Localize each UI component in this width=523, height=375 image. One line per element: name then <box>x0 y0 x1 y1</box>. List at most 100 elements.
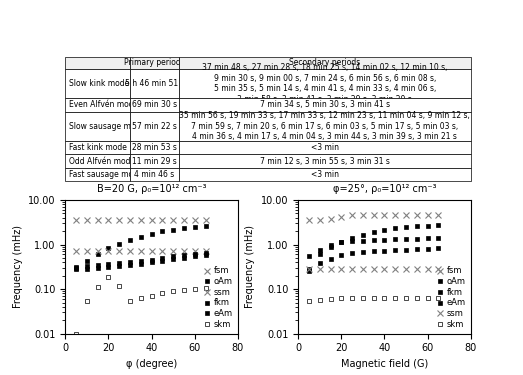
eAm <box>84 266 90 271</box>
oAm <box>160 229 166 233</box>
skm <box>435 296 441 300</box>
fkm <box>95 263 101 268</box>
eAm <box>138 261 144 266</box>
Line: fkm: fkm <box>307 236 440 258</box>
oAm <box>149 231 155 236</box>
oAm <box>425 224 431 228</box>
skm <box>414 296 420 300</box>
skm <box>138 296 144 300</box>
skm <box>370 296 377 300</box>
eAm <box>149 260 155 264</box>
ssm <box>381 266 388 271</box>
fkm <box>191 252 198 256</box>
skm <box>149 293 155 298</box>
fsm <box>338 214 345 219</box>
fkm <box>414 237 420 241</box>
Line: ssm: ssm <box>306 266 441 272</box>
fkm <box>316 248 323 252</box>
oAm <box>73 266 79 270</box>
skm <box>403 296 409 300</box>
oAm <box>349 236 355 240</box>
fsm <box>370 213 377 217</box>
fkm <box>181 253 187 257</box>
oAm <box>381 228 388 232</box>
skm <box>170 289 176 293</box>
fsm <box>191 218 198 222</box>
fkm <box>84 264 90 268</box>
Line: skm: skm <box>74 274 208 336</box>
oAm <box>306 269 312 274</box>
ssm <box>138 249 144 253</box>
ssm <box>349 266 355 271</box>
fkm <box>73 264 79 269</box>
ssm <box>392 266 399 271</box>
skm <box>425 296 431 300</box>
Line: ssm: ssm <box>73 248 208 254</box>
skm <box>360 296 366 300</box>
fsm <box>381 213 388 217</box>
fsm <box>392 213 399 217</box>
fsm <box>149 218 155 222</box>
eAm <box>338 253 345 257</box>
eAm <box>349 251 355 255</box>
oAm <box>181 226 187 231</box>
Title: φ=25°, ρ₀=10¹² cm⁻³: φ=25°, ρ₀=10¹² cm⁻³ <box>333 184 436 194</box>
oAm <box>138 234 144 239</box>
ssm <box>425 266 431 271</box>
ssm <box>127 249 133 253</box>
oAm <box>127 238 133 243</box>
ssm <box>316 266 323 271</box>
fsm <box>105 218 111 222</box>
fkm <box>392 237 399 242</box>
oAm <box>84 259 90 264</box>
ssm <box>160 249 166 253</box>
ssm <box>170 249 176 253</box>
fkm <box>403 237 409 241</box>
eAm <box>127 262 133 267</box>
oAm <box>95 252 101 257</box>
fkm <box>360 238 366 243</box>
Line: oAm: oAm <box>307 223 440 273</box>
skm <box>127 298 133 303</box>
fkm <box>306 254 312 258</box>
oAm <box>435 223 441 227</box>
ssm <box>84 249 90 254</box>
eAm <box>191 254 198 258</box>
fsm <box>138 218 144 222</box>
ssm <box>73 249 79 254</box>
eAm <box>306 267 312 272</box>
fkm <box>160 256 166 260</box>
skm <box>116 284 122 288</box>
oAm <box>116 242 122 246</box>
fsm <box>181 218 187 222</box>
skm <box>316 297 323 302</box>
skm <box>381 296 388 300</box>
eAm <box>181 255 187 260</box>
skm <box>349 296 355 300</box>
fkm <box>425 236 431 241</box>
fkm <box>105 262 111 267</box>
oAm <box>370 230 377 234</box>
skm <box>105 274 111 279</box>
Title: B=20 G, ρ₀=10¹² cm⁻³: B=20 G, ρ₀=10¹² cm⁻³ <box>97 184 207 194</box>
fsm <box>327 216 334 221</box>
fsm <box>202 218 209 222</box>
Line: eAm: eAm <box>74 253 208 271</box>
ssm <box>414 266 420 271</box>
fkm <box>327 243 334 247</box>
Line: oAm: oAm <box>74 224 208 270</box>
Y-axis label: Frequency (mHz): Frequency (mHz) <box>245 225 255 308</box>
fkm <box>370 238 377 243</box>
oAm <box>327 244 334 249</box>
fkm <box>202 251 209 255</box>
oAm <box>170 228 176 232</box>
fsm <box>160 218 166 222</box>
oAm <box>392 226 399 231</box>
ssm <box>306 267 312 272</box>
Legend: fsm, oAm, fkm, eAm, ssm, skm: fsm, oAm, fkm, eAm, ssm, skm <box>435 266 467 330</box>
eAm <box>327 256 334 261</box>
eAm <box>105 265 111 270</box>
X-axis label: Magnetic field (G): Magnetic field (G) <box>341 359 428 369</box>
ssm <box>181 249 187 253</box>
oAm <box>360 232 366 237</box>
